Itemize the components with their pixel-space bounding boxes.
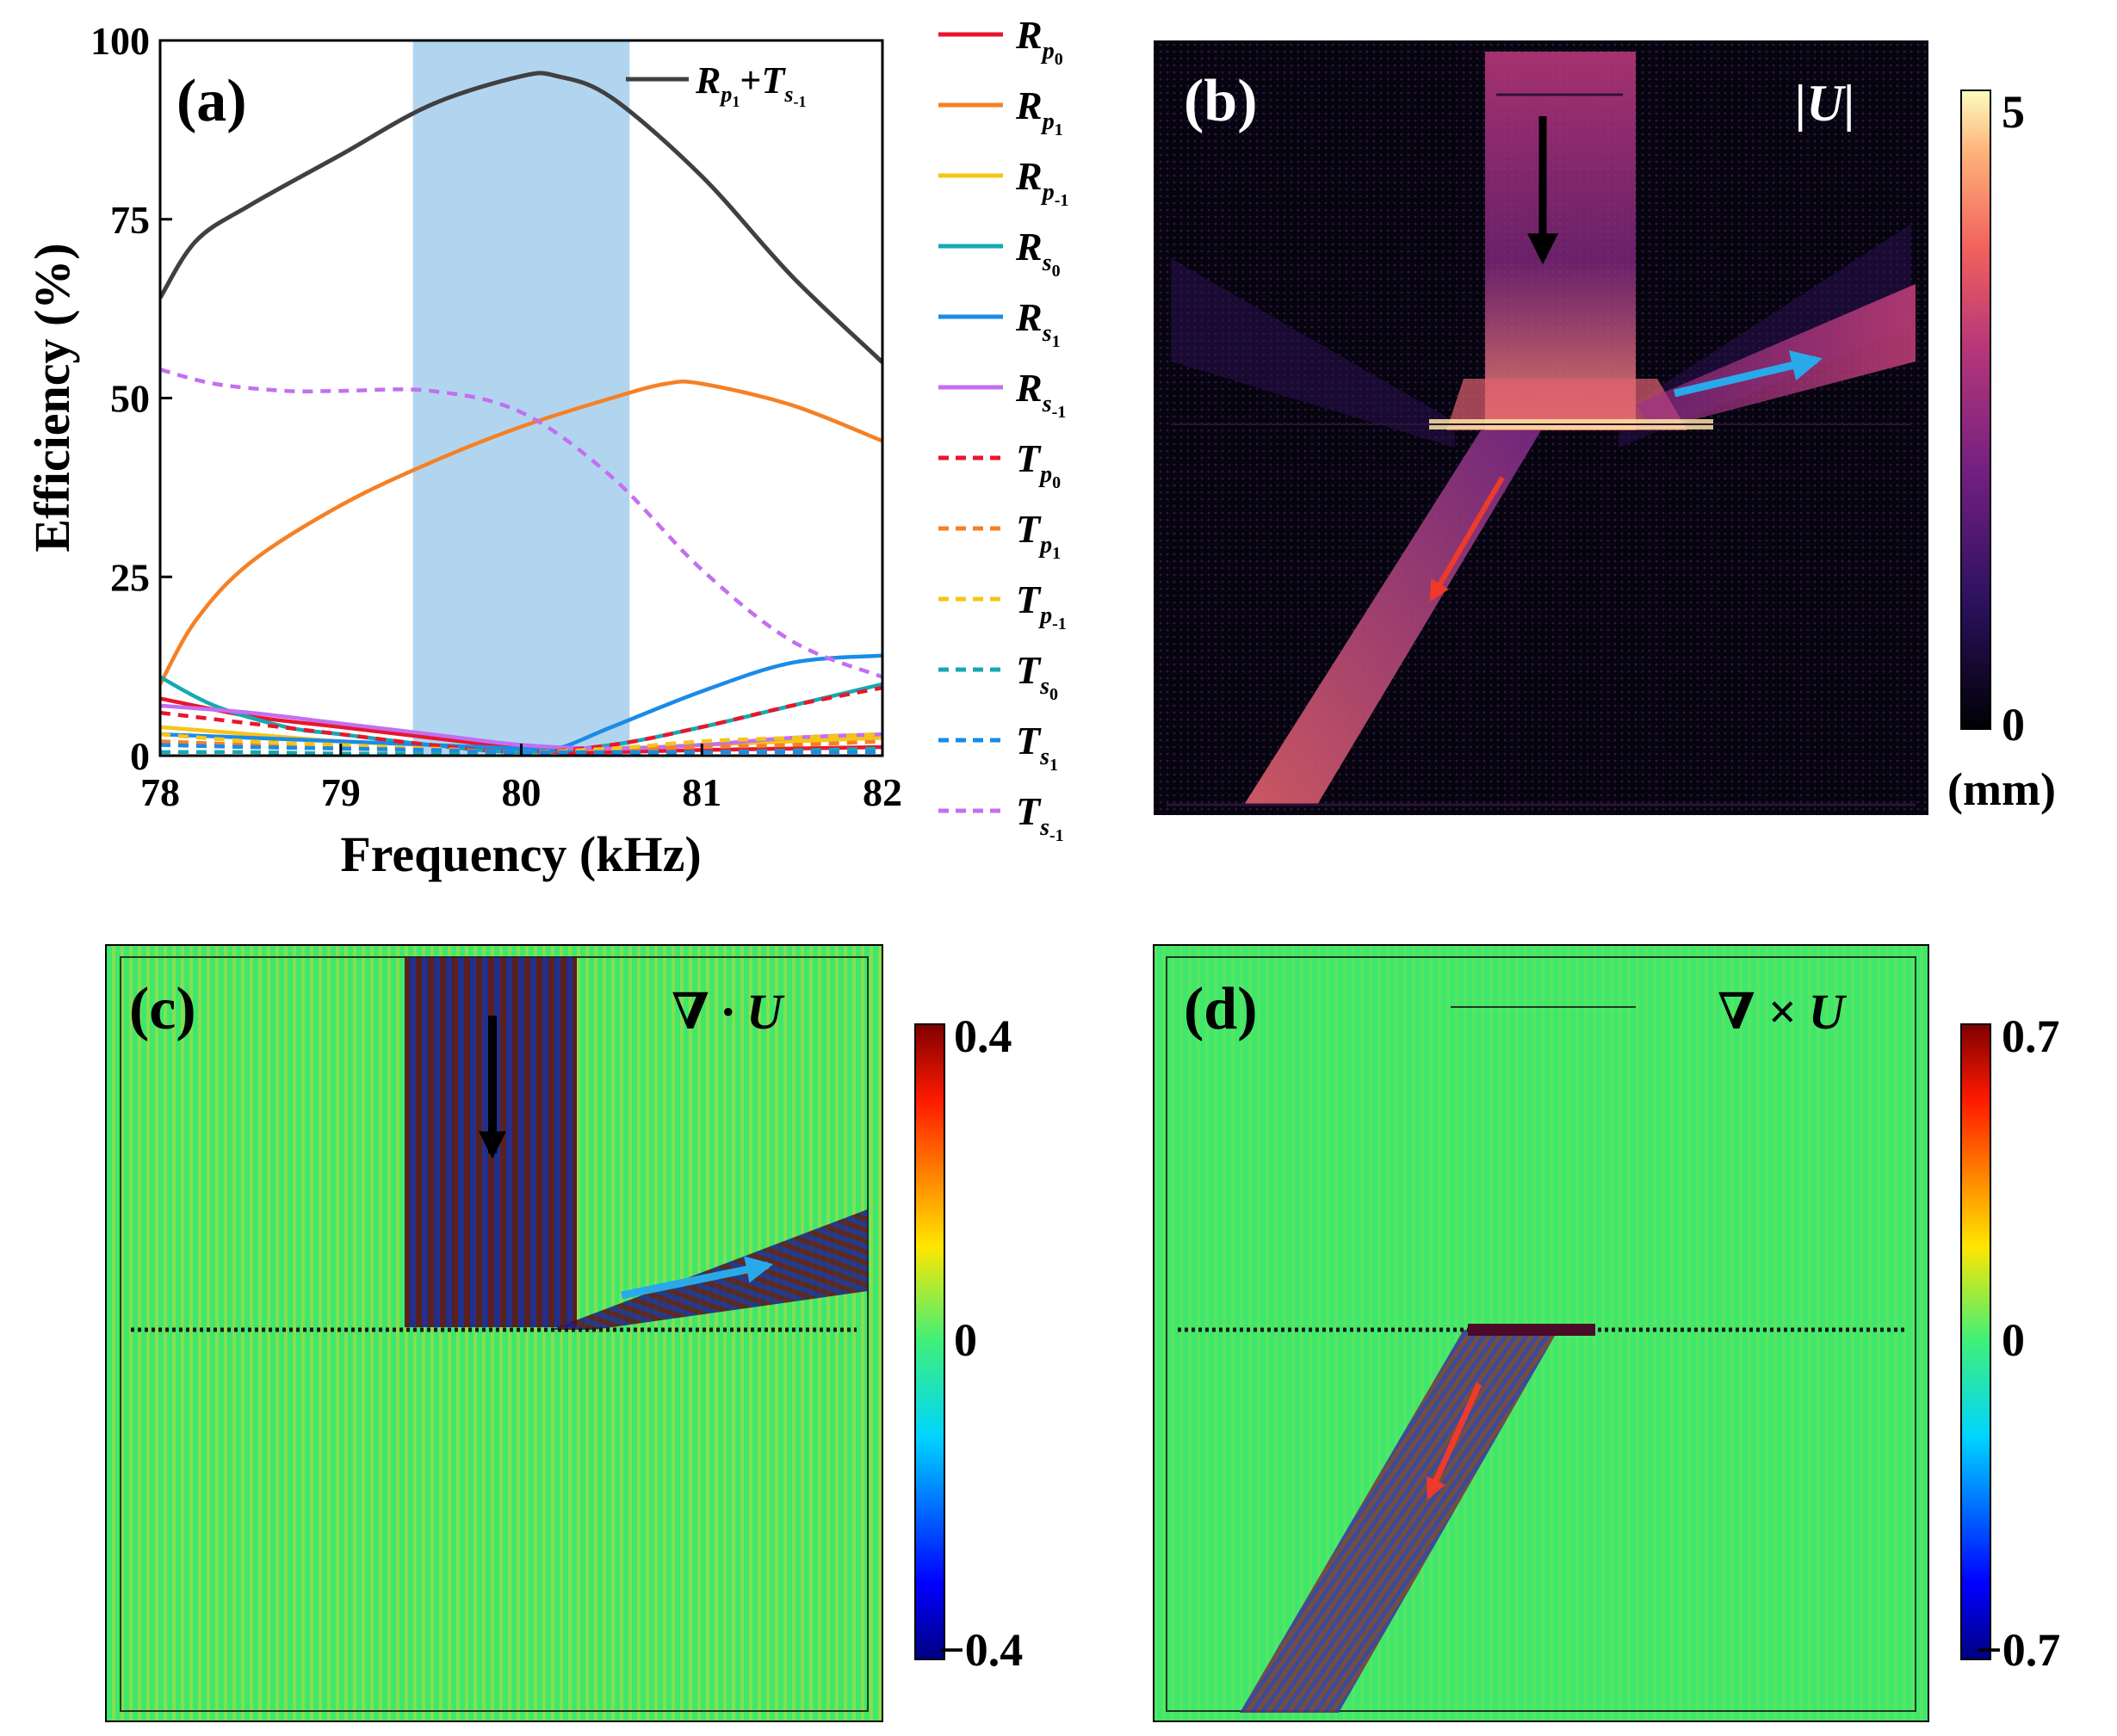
colorbar-b-min: 0: [2002, 699, 2025, 751]
interface-hotspot-d: [1468, 1324, 1595, 1336]
legend-total-sub2: s: [783, 82, 793, 107]
panel-b: (b) |U| 5 0 (mm): [1154, 40, 2056, 815]
legend-label: Rs1: [1015, 295, 1061, 351]
legend-item-rs0: Rs0: [938, 225, 1061, 281]
panel-d: (d) ∇ × U 0.7 0 −0.7: [1153, 944, 2060, 1722]
legend-label: Ts0: [1016, 648, 1058, 704]
legend-total-plus: +: [740, 59, 761, 102]
colorbar-c-min: −0.4: [938, 1624, 1023, 1676]
panel-label-b: (b): [1184, 68, 1258, 134]
field-label-d: ∇ × U: [1718, 984, 1848, 1040]
legend-label: Rp0: [1015, 13, 1063, 69]
legend-label: Tp0: [1016, 436, 1061, 492]
series-layer: [160, 71, 882, 756]
legend: Rp0 Rp1 Rp-1 Rs0 Rs1 Rs-1 Tp0 Tp1 Tp-1 Ts0 Ts1 Ts-1: [938, 13, 1068, 845]
colorbar-c: [914, 1023, 945, 1660]
legend-item-rp1: Rp1: [938, 83, 1063, 139]
colorbar-b: [1960, 90, 1991, 730]
legend-label: Ts1: [1016, 719, 1058, 775]
legend-item-ts1: Ts1: [938, 719, 1058, 775]
legend-item-tpm1: Tp-1: [938, 578, 1067, 633]
y-tick-label: 25: [110, 555, 150, 599]
legend-label: Ts-1: [1016, 789, 1064, 845]
x-axis-label: Frequency (kHz): [340, 826, 701, 882]
legend-item-rsm1: Rs-1: [938, 366, 1066, 422]
legend-item-ts0: Ts0: [938, 648, 1058, 704]
incident-beam-b: [1485, 52, 1636, 430]
panel-label-a: (a): [176, 68, 247, 134]
x-tick-label: 79: [321, 770, 361, 814]
y-tick-label: 0: [130, 734, 150, 778]
plot-area-a: [160, 71, 882, 756]
reflected-beam-b: [1636, 284, 1916, 430]
y-tick-label: 50: [110, 377, 150, 421]
series-line-rp1: [160, 380, 882, 686]
series-line-rs1: [160, 653, 882, 752]
colorbar-d-max: 0.7: [2002, 1010, 2060, 1062]
shaded-band: [412, 40, 630, 756]
legend-total-sub1: p: [719, 82, 732, 107]
legend-label: Rp1: [1015, 83, 1063, 139]
legend-total-base1: R: [695, 59, 721, 102]
field-label-b: |U|: [1795, 75, 1855, 132]
legend-total: Rp1+Ts-1: [626, 59, 806, 110]
legend-total-base2: T: [761, 59, 786, 102]
colorbar-b-max: 5: [2002, 86, 2025, 138]
legend-item-rp0: Rp0: [938, 13, 1063, 69]
transmitted-beam-b: [1244, 430, 1541, 805]
series-line-tsm1: [160, 368, 882, 679]
x-tick-label: 81: [682, 770, 721, 814]
legend-label: Tp1: [1016, 507, 1061, 563]
series-line-ts1: [160, 743, 882, 755]
legend-label: Tp-1: [1016, 578, 1067, 633]
y-tick-label: 100: [90, 19, 150, 63]
panel-label-d: (d): [1184, 976, 1258, 1042]
legend-total-subsub2: -1: [793, 93, 806, 110]
colorbar-c-max: 0.4: [954, 1010, 1012, 1062]
colorbar-c-mid: 0: [954, 1314, 977, 1366]
colorbar-d-min: −0.7: [1976, 1624, 2060, 1676]
y-tick-label: 75: [110, 198, 150, 242]
legend-item-tp0: Tp0: [938, 436, 1061, 492]
panel-a: 78 79 80 81 82 0 25 50 75 100 Frequency (kHz) Ef…: [24, 19, 902, 882]
svg-text:Rp1+Ts-1: Rp1+Ts-1: [695, 59, 806, 110]
field-label-c: ∇ · U: [672, 984, 785, 1040]
y-axis-label: Efficiency (%): [24, 243, 80, 552]
transmitted-beam-d: [1240, 1330, 1558, 1713]
reflected-arrow-c: [621, 1256, 774, 1300]
legend-label: Rs0: [1015, 225, 1061, 281]
x-ticks: 78 79 80 81 82: [140, 744, 902, 814]
x-tick-label: 78: [140, 770, 180, 814]
panel-c: (c) ∇ · U 0.4 0 −0.4: [105, 944, 1023, 1722]
colorbar-b-unit: (mm): [1947, 763, 2056, 815]
legend-item-rs1: Rs1: [938, 295, 1061, 351]
transmitted-arrow-d: [1426, 1382, 1483, 1500]
reflected-beam-c: [551, 1209, 868, 1330]
legend-item-tsm1: Ts-1: [938, 789, 1064, 845]
colorbar-d: [1960, 1023, 1991, 1660]
series-line-total: [160, 71, 882, 364]
transmitted-arrow-b: [1429, 476, 1505, 602]
legend-label: Rs-1: [1015, 366, 1066, 422]
legend-item-rpm1: Rp-1: [938, 154, 1068, 210]
legend-label: Rp-1: [1015, 154, 1068, 210]
panel-label-c: (c): [129, 976, 196, 1042]
legend-item-tp1: Tp1: [938, 507, 1061, 563]
x-tick-label: 80: [502, 770, 542, 814]
reflected-arrow-b: [1673, 350, 1823, 398]
colorbar-d-mid: 0: [2002, 1314, 2025, 1366]
legend-total-subsub1: 1: [732, 93, 740, 110]
side-lobe-left: [1171, 258, 1455, 448]
x-tick-label: 82: [863, 770, 902, 814]
y-ticks: 0 25 50 75 100: [90, 19, 172, 778]
